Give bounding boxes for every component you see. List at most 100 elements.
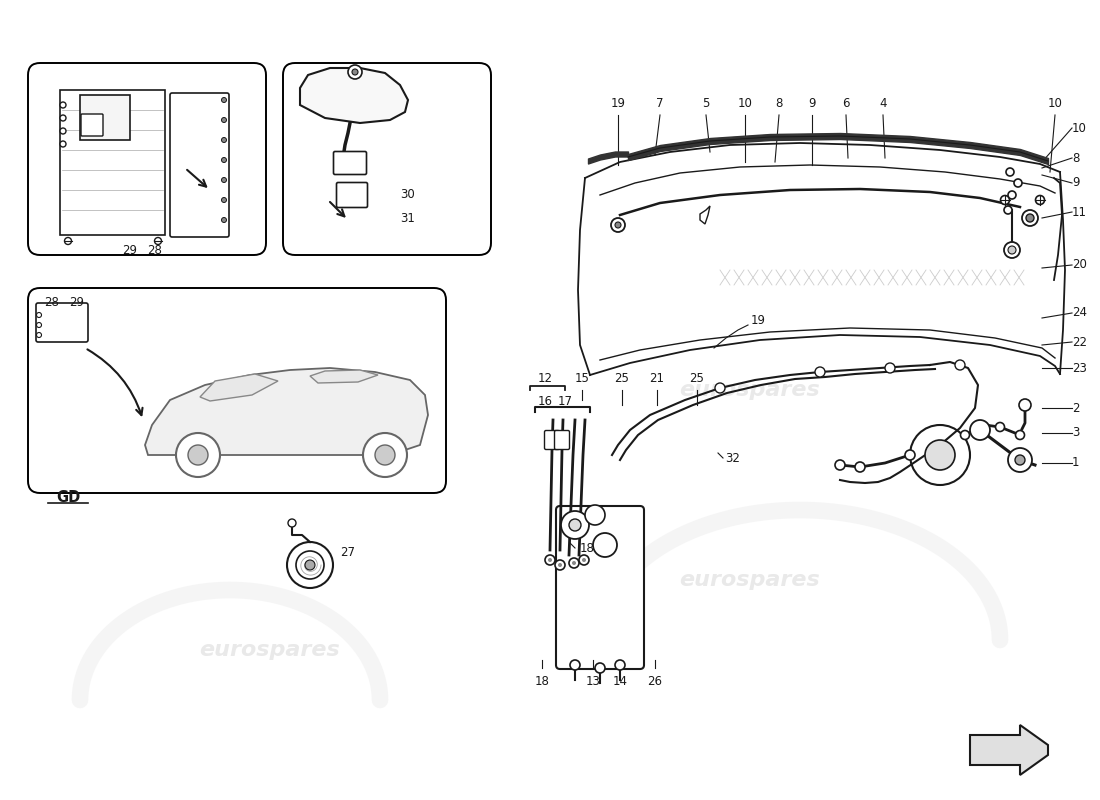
Circle shape	[996, 422, 1004, 431]
Circle shape	[955, 360, 965, 370]
Text: 9: 9	[808, 97, 816, 110]
Text: 9: 9	[1072, 177, 1079, 190]
Text: 2: 2	[1072, 402, 1079, 414]
Circle shape	[1008, 191, 1016, 199]
Text: 1: 1	[1072, 457, 1079, 470]
Text: GD: GD	[56, 490, 80, 506]
Circle shape	[1004, 242, 1020, 258]
Circle shape	[221, 218, 227, 222]
Text: 4: 4	[879, 97, 887, 110]
Circle shape	[1026, 214, 1034, 222]
Text: 13: 13	[585, 675, 601, 688]
Text: 24: 24	[1072, 306, 1087, 319]
Text: 29: 29	[69, 297, 85, 310]
Circle shape	[60, 141, 66, 147]
Text: 7: 7	[657, 97, 663, 110]
Text: 10: 10	[738, 97, 752, 110]
Text: 26: 26	[648, 675, 662, 688]
Circle shape	[375, 445, 395, 465]
FancyBboxPatch shape	[36, 303, 88, 342]
Circle shape	[221, 178, 227, 182]
Circle shape	[1004, 206, 1012, 214]
Polygon shape	[145, 368, 428, 455]
FancyBboxPatch shape	[81, 114, 103, 136]
Circle shape	[305, 560, 315, 570]
Circle shape	[221, 158, 227, 162]
Circle shape	[1022, 210, 1038, 226]
Circle shape	[1015, 430, 1024, 439]
Circle shape	[569, 558, 579, 568]
FancyBboxPatch shape	[544, 430, 560, 450]
Text: 25: 25	[690, 372, 704, 385]
Text: 32: 32	[725, 451, 740, 465]
Circle shape	[348, 65, 362, 79]
Text: 31: 31	[400, 211, 415, 225]
Text: 8: 8	[1072, 151, 1079, 165]
Circle shape	[595, 663, 605, 673]
Text: 20: 20	[1072, 258, 1087, 271]
Circle shape	[615, 222, 622, 228]
Text: 18: 18	[535, 675, 549, 688]
Circle shape	[835, 460, 845, 470]
FancyBboxPatch shape	[556, 506, 644, 669]
Circle shape	[910, 425, 970, 485]
Circle shape	[905, 450, 915, 460]
Circle shape	[188, 445, 208, 465]
Polygon shape	[200, 374, 278, 401]
Text: 28: 28	[147, 243, 163, 257]
Text: eurospares: eurospares	[680, 380, 821, 400]
Polygon shape	[700, 206, 710, 224]
Circle shape	[296, 551, 324, 579]
Circle shape	[363, 433, 407, 477]
Text: 17: 17	[558, 395, 572, 408]
Text: 30: 30	[400, 189, 415, 202]
Circle shape	[1008, 246, 1016, 254]
Circle shape	[544, 555, 556, 565]
Circle shape	[556, 560, 565, 570]
Circle shape	[221, 98, 227, 102]
Text: 16: 16	[538, 395, 552, 408]
Text: 15: 15	[574, 372, 590, 385]
Circle shape	[1035, 195, 1045, 205]
Circle shape	[60, 115, 66, 121]
Text: 6: 6	[843, 97, 849, 110]
Text: 28: 28	[45, 297, 59, 310]
Circle shape	[815, 367, 825, 377]
Circle shape	[154, 238, 162, 245]
Text: 10: 10	[1047, 97, 1063, 110]
FancyBboxPatch shape	[337, 182, 367, 207]
Text: eurospares: eurospares	[680, 570, 821, 590]
FancyBboxPatch shape	[333, 151, 366, 174]
Circle shape	[36, 322, 42, 327]
Circle shape	[593, 533, 617, 557]
Circle shape	[1006, 168, 1014, 176]
Circle shape	[36, 313, 42, 318]
Text: 5: 5	[702, 97, 710, 110]
FancyBboxPatch shape	[283, 63, 491, 255]
Circle shape	[582, 558, 586, 562]
Polygon shape	[300, 68, 408, 123]
Circle shape	[1015, 455, 1025, 465]
Circle shape	[60, 102, 66, 108]
Circle shape	[36, 333, 42, 338]
Polygon shape	[60, 90, 165, 235]
Circle shape	[287, 542, 333, 588]
Circle shape	[610, 218, 625, 232]
Text: 3: 3	[1072, 426, 1079, 439]
Circle shape	[1008, 448, 1032, 472]
Text: 23: 23	[1072, 362, 1087, 374]
Text: 27: 27	[340, 546, 355, 559]
Circle shape	[558, 563, 562, 567]
Circle shape	[176, 433, 220, 477]
Circle shape	[221, 118, 227, 122]
Text: 11: 11	[1072, 206, 1087, 218]
Circle shape	[1014, 179, 1022, 187]
Circle shape	[352, 69, 358, 75]
Text: eurospares: eurospares	[199, 640, 340, 660]
Circle shape	[572, 561, 576, 565]
Circle shape	[615, 660, 625, 670]
Circle shape	[561, 511, 588, 539]
FancyBboxPatch shape	[28, 288, 446, 493]
Circle shape	[60, 128, 66, 134]
Circle shape	[288, 519, 296, 527]
